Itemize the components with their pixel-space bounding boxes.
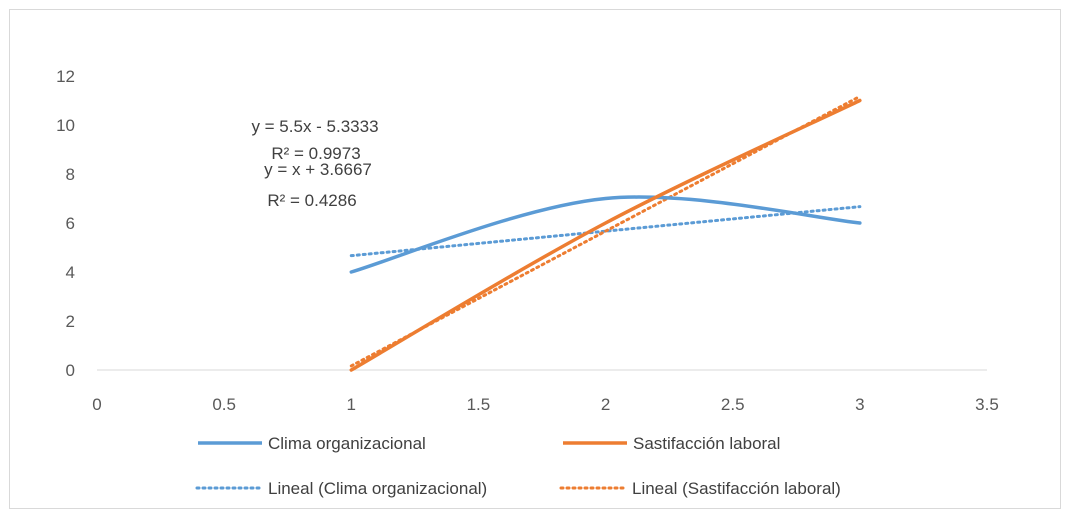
y-tick-label: 12 xyxy=(56,67,75,86)
x-tick-label: 0 xyxy=(92,395,101,414)
legend-label: Sastifacción laboral xyxy=(633,434,780,453)
series-line-2 xyxy=(351,101,860,371)
x-tick-label: 2.5 xyxy=(721,395,745,414)
trendline-equation: y = 5.5x - 5.3333 xyxy=(251,117,378,136)
x-tick-label: 3.5 xyxy=(975,395,999,414)
y-tick-label: 10 xyxy=(56,116,75,135)
x-tick-label: 1 xyxy=(347,395,356,414)
legend-label: Lineal (Clima organizacional) xyxy=(268,479,487,498)
series-line-1 xyxy=(351,197,860,272)
x-tick-label: 3 xyxy=(855,395,864,414)
trendline-r2: R² = 0.4286 xyxy=(267,191,356,210)
y-tick-label: 6 xyxy=(66,214,75,233)
x-tick-label: 2 xyxy=(601,395,610,414)
x-tick-label: 1.5 xyxy=(467,395,491,414)
legend-label: Lineal (Sastifacción laboral) xyxy=(632,479,841,498)
legend-label: Clima organizacional xyxy=(268,434,426,453)
y-tick-label: 4 xyxy=(66,263,75,282)
y-tick-label: 8 xyxy=(66,165,75,184)
y-tick-label: 0 xyxy=(66,361,75,380)
y-tick-label: 2 xyxy=(66,312,75,331)
trendline-equation: y = x + 3.6667 xyxy=(264,160,372,179)
x-tick-label: 0.5 xyxy=(212,395,236,414)
